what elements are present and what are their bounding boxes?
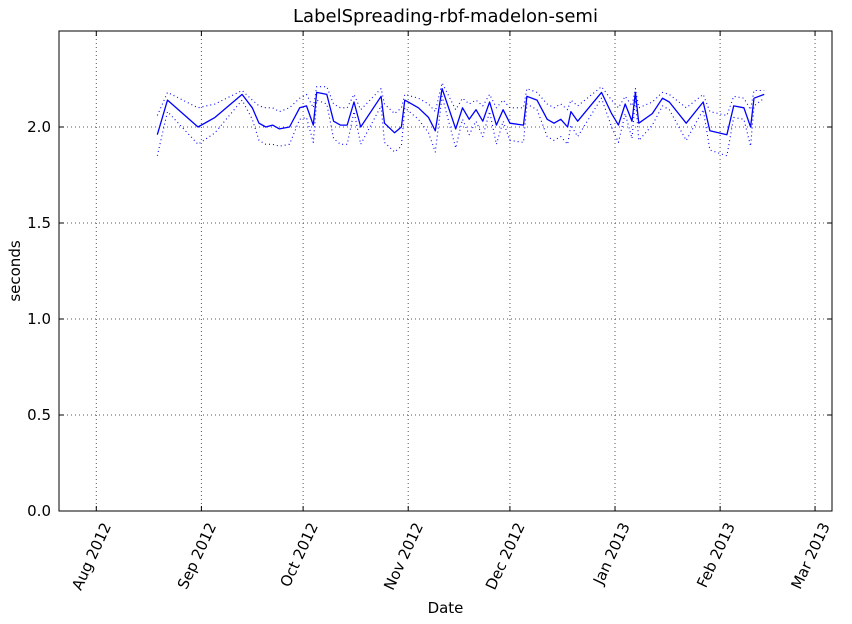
y-tick-label: 0.5 <box>27 406 51 424</box>
plot-frame <box>58 30 833 512</box>
y-tick-label: 2.0 <box>27 118 51 136</box>
series-line-mean <box>156 87 765 136</box>
y-axis-label: seconds <box>6 240 24 301</box>
x-axis-label: Date <box>428 599 464 617</box>
chart-title: LabelSpreading-rbf-madelon-semi <box>293 6 598 27</box>
grid-lines <box>59 31 832 511</box>
y-tick-label: 1.5 <box>27 214 51 232</box>
y-tick-label: 1.0 <box>27 310 51 328</box>
series-line-dotted-1 <box>156 82 765 117</box>
series-layer <box>156 82 765 157</box>
y-tick-label: 0.0 <box>27 502 51 520</box>
